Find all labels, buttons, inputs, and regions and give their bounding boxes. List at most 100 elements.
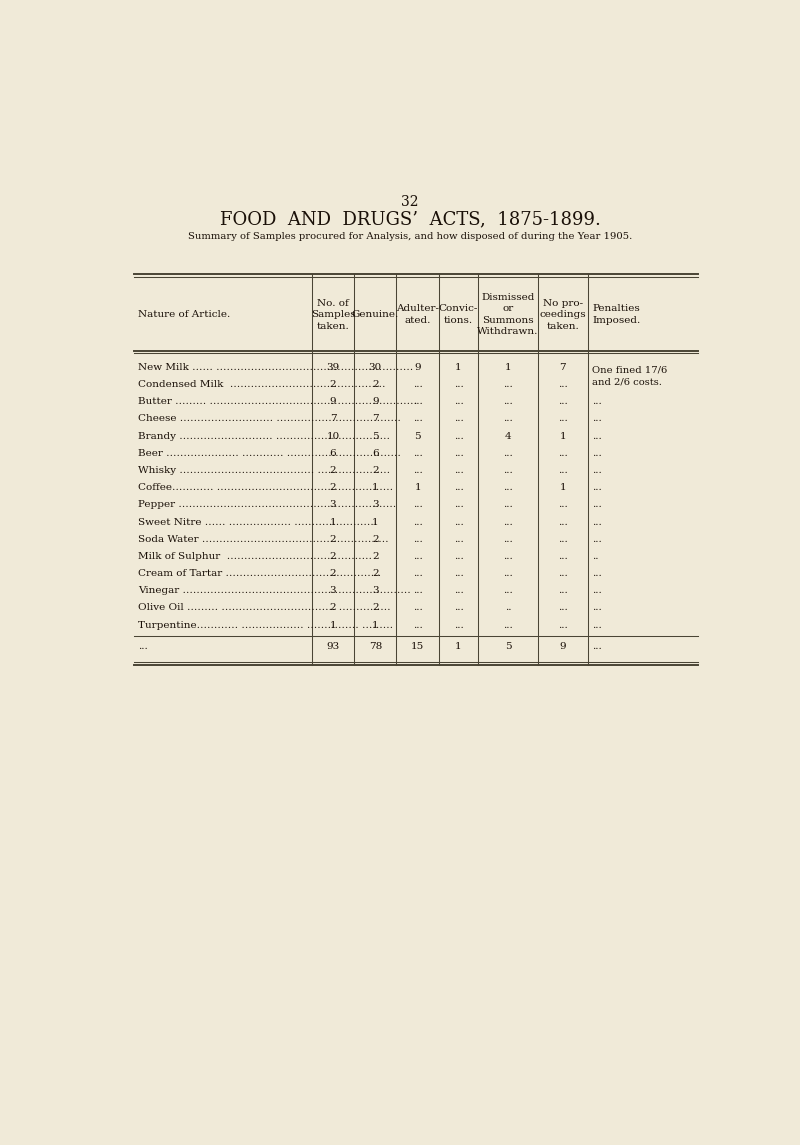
- Text: ...: ...: [454, 380, 463, 389]
- Text: ...: ...: [558, 535, 568, 544]
- Text: ...: ...: [558, 414, 568, 424]
- Text: 2: 2: [372, 569, 378, 578]
- Text: Nature of Article.: Nature of Article.: [138, 310, 230, 319]
- Text: ...: ...: [558, 569, 568, 578]
- Text: 5: 5: [414, 432, 421, 441]
- Text: 2: 2: [330, 483, 336, 492]
- Text: ...: ...: [454, 603, 463, 613]
- Text: ...: ...: [413, 500, 422, 510]
- Text: ...: ...: [558, 603, 568, 613]
- Text: ...: ...: [454, 397, 463, 406]
- Text: ...: ...: [454, 621, 463, 630]
- Text: 1: 1: [372, 483, 378, 492]
- Text: 93: 93: [326, 642, 340, 652]
- Text: Coffee………… ……………………………………………: Coffee………… ……………………………………………: [138, 483, 393, 492]
- Text: ...: ...: [558, 397, 568, 406]
- Text: 7: 7: [372, 414, 378, 424]
- Text: 39: 39: [326, 363, 340, 372]
- Text: ...: ...: [454, 552, 463, 561]
- Text: ...: ...: [413, 518, 422, 527]
- Text: 2: 2: [330, 569, 336, 578]
- Text: ...: ...: [503, 586, 513, 595]
- Text: 2: 2: [372, 380, 378, 389]
- Text: ...: ...: [413, 621, 422, 630]
- Text: 3: 3: [372, 586, 378, 595]
- Text: 2: 2: [330, 603, 336, 613]
- Text: Brandy ……………………… ……………………………: Brandy ……………………… ……………………………: [138, 432, 390, 441]
- Text: Sweet Nitre …… ……………… ……………………: Sweet Nitre …… ……………… ……………………: [138, 518, 377, 527]
- Text: ...: ...: [503, 449, 513, 458]
- Text: FOOD  AND  DRUGS’  ACTS,  1875-1899.: FOOD AND DRUGS’ ACTS, 1875-1899.: [219, 211, 601, 229]
- Text: ...: ...: [592, 449, 602, 458]
- Text: ...: ...: [454, 518, 463, 527]
- Text: ...: ...: [413, 397, 422, 406]
- Text: ...: ...: [592, 414, 602, 424]
- Text: ...: ...: [558, 449, 568, 458]
- Text: ...: ...: [592, 466, 602, 475]
- Text: ...: ...: [454, 414, 463, 424]
- Text: ...: ...: [592, 569, 602, 578]
- Text: Penalties
Imposed.: Penalties Imposed.: [592, 305, 640, 325]
- Text: 2: 2: [372, 603, 378, 613]
- Text: ...: ...: [558, 552, 568, 561]
- Text: 2: 2: [372, 535, 378, 544]
- Text: 3: 3: [330, 586, 336, 595]
- Text: ...: ...: [454, 586, 463, 595]
- Text: 30: 30: [369, 363, 382, 372]
- Text: 2: 2: [372, 466, 378, 475]
- Text: ...: ...: [413, 466, 422, 475]
- Text: 6: 6: [330, 449, 336, 458]
- Text: 1: 1: [414, 483, 421, 492]
- Text: ...: ...: [503, 535, 513, 544]
- Text: 1: 1: [455, 363, 462, 372]
- Text: Beer ………………… ………… ……………………………: Beer ………………… ………… ……………………………: [138, 449, 401, 458]
- Text: ...: ...: [558, 500, 568, 510]
- Text: New Milk …… …………………………………………………: New Milk …… …………………………………………………: [138, 363, 413, 372]
- Text: Convic-
tions.: Convic- tions.: [439, 305, 478, 325]
- Text: 1: 1: [372, 621, 378, 630]
- Text: Whisky ………………………………… …………………: Whisky ………………………………… …………………: [138, 466, 390, 475]
- Text: 32: 32: [402, 195, 418, 208]
- Text: Cheese ……………………… ………………………………: Cheese ……………………… ………………………………: [138, 414, 401, 424]
- Text: ...: ...: [558, 621, 568, 630]
- Text: Soda Water ………………………………………………: Soda Water ………………………………………………: [138, 535, 389, 544]
- Text: ...: ...: [503, 569, 513, 578]
- Text: ...: ...: [503, 518, 513, 527]
- Text: 1: 1: [559, 432, 566, 441]
- Text: 15: 15: [411, 642, 424, 652]
- Text: ...: ...: [558, 380, 568, 389]
- Text: ...: ...: [592, 642, 602, 652]
- Text: ...: ...: [454, 483, 463, 492]
- Text: 1: 1: [372, 518, 378, 527]
- Text: Summary of Samples procured for Analysis, and how disposed of during the Year 19: Summary of Samples procured for Analysis…: [188, 231, 632, 240]
- Text: ...: ...: [592, 586, 602, 595]
- Text: 1: 1: [505, 363, 511, 372]
- Text: 6: 6: [372, 449, 378, 458]
- Text: 2: 2: [330, 466, 336, 475]
- Text: 1: 1: [330, 621, 336, 630]
- Text: 4: 4: [505, 432, 511, 441]
- Text: ...: ...: [454, 500, 463, 510]
- Text: ...: ...: [558, 466, 568, 475]
- Text: ...: ...: [592, 603, 602, 613]
- Text: ...: ...: [454, 569, 463, 578]
- Text: ...: ...: [454, 449, 463, 458]
- Text: ...: ...: [413, 449, 422, 458]
- Text: Milk of Sulphur  ……………………………………: Milk of Sulphur ……………………………………: [138, 552, 372, 561]
- Text: 9: 9: [414, 363, 421, 372]
- Text: 2: 2: [330, 535, 336, 544]
- Text: Adulter-
ated.: Adulter- ated.: [396, 305, 439, 325]
- Text: One fined 17/6
and 2/6 costs.: One fined 17/6 and 2/6 costs.: [592, 365, 667, 387]
- Text: 2: 2: [330, 380, 336, 389]
- Text: ...: ...: [503, 500, 513, 510]
- Text: Dismissed
or
Summons
Withdrawn.: Dismissed or Summons Withdrawn.: [477, 293, 538, 337]
- Text: ..: ..: [505, 603, 511, 613]
- Text: 7: 7: [330, 414, 336, 424]
- Text: ...: ...: [592, 483, 602, 492]
- Text: ...: ...: [558, 586, 568, 595]
- Text: 3: 3: [330, 500, 336, 510]
- Text: ...: ...: [454, 466, 463, 475]
- Text: ...: ...: [592, 518, 602, 527]
- Text: 9: 9: [330, 397, 336, 406]
- Text: Butter ……… ……………………………………………………: Butter ……… ……………………………………………………: [138, 397, 417, 406]
